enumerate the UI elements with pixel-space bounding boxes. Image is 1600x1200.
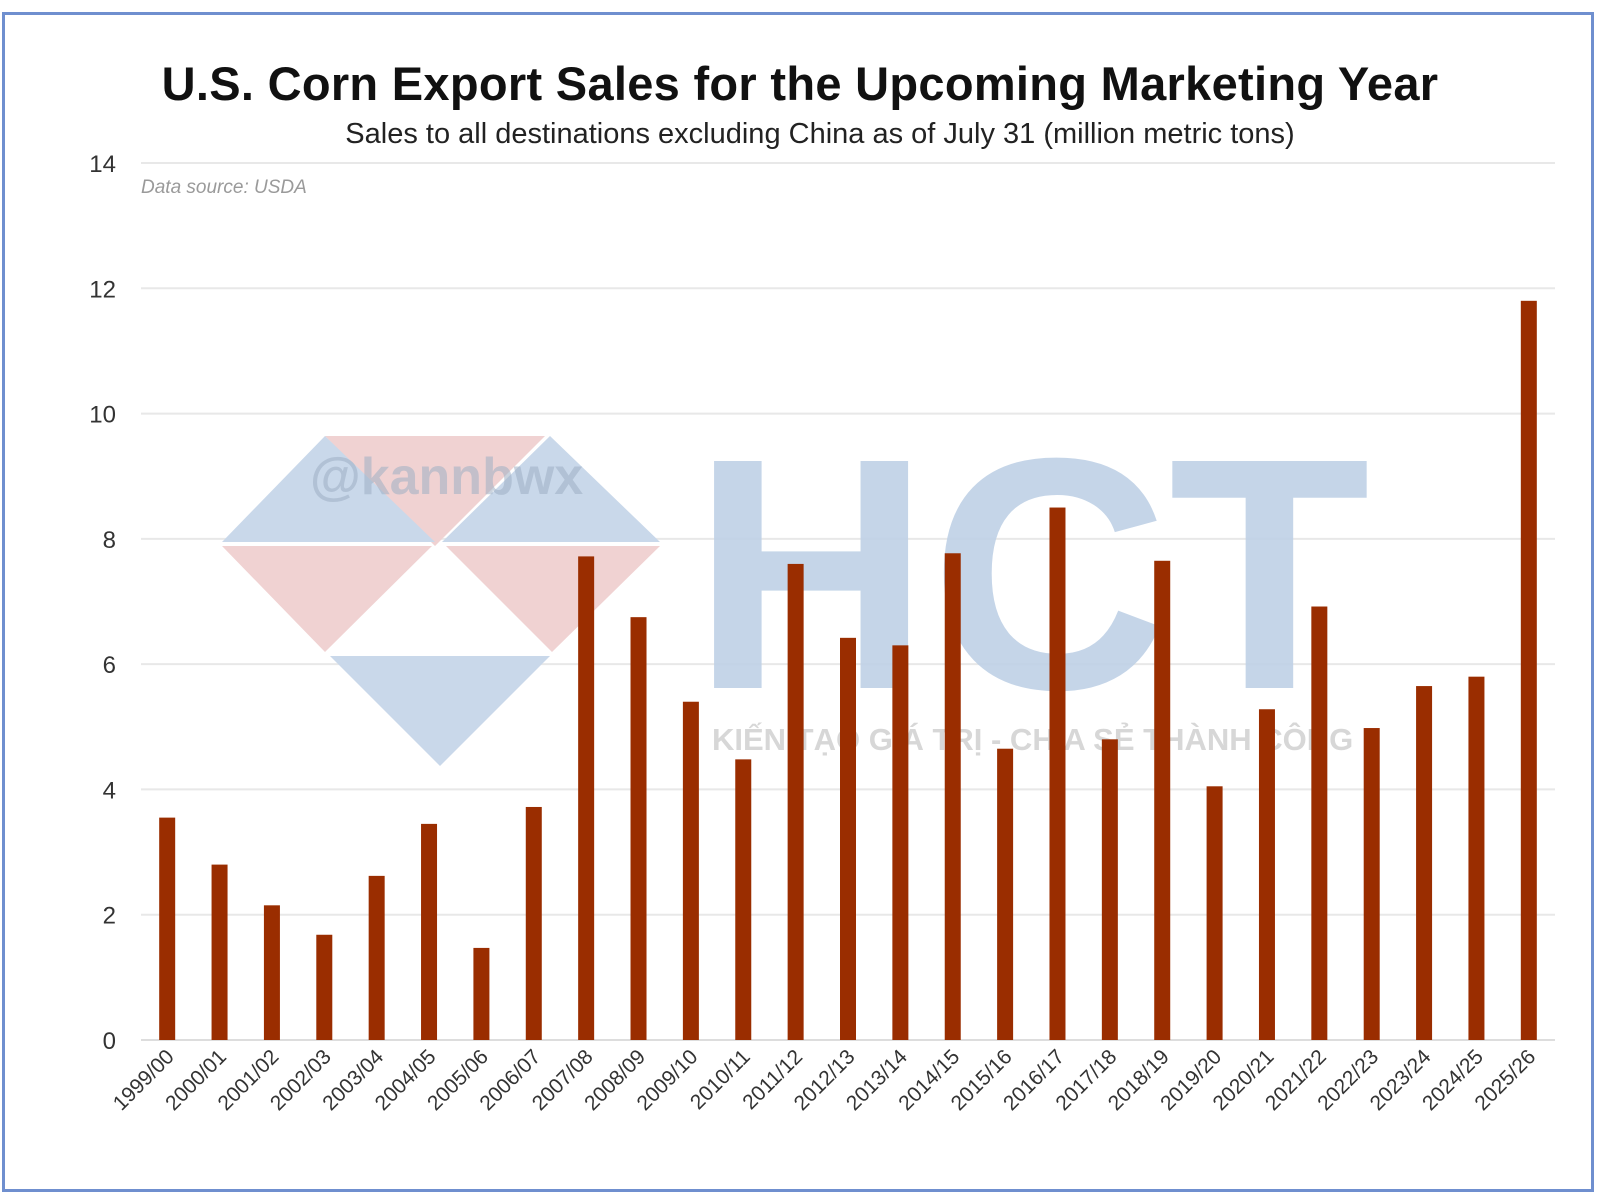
bar-2020-21: [1258, 709, 1275, 1040]
bar-2010-11: [735, 759, 752, 1040]
y-tick-label: 2: [103, 903, 116, 930]
bar-2006-07: [525, 806, 542, 1040]
bar-2025-26: [1520, 300, 1537, 1040]
watermark-logo-blue-right: [442, 436, 660, 542]
bar-2021-22: [1311, 606, 1328, 1040]
y-tick-label: 14: [89, 151, 116, 178]
bar-2003-04: [368, 875, 385, 1040]
bar-2014-15: [944, 553, 961, 1040]
bar-2023-24: [1416, 686, 1433, 1040]
watermark-logo-blue-left: [222, 436, 435, 542]
y-tick-label: 8: [103, 527, 116, 554]
bar-2015-16: [997, 748, 1014, 1040]
bar-2004-05: [421, 823, 438, 1040]
bar-2019-20: [1206, 786, 1223, 1040]
y-tick-label: 4: [103, 777, 116, 804]
bar-2012-13: [840, 637, 856, 1040]
chart-title: U.S. Corn Export Sales for the Upcoming …: [161, 57, 1439, 110]
watermark-logo-pink-right: [446, 546, 660, 652]
bar-2002-03: [316, 934, 333, 1040]
chart-subtitle: Sales to all destinations excluding Chin…: [345, 118, 1295, 150]
bar-2008-09: [630, 617, 647, 1040]
bar-2013-14: [892, 645, 909, 1040]
bar-2016-17: [1049, 507, 1066, 1040]
bar-2011-12: [787, 563, 804, 1040]
bar-2017-18: [1101, 739, 1118, 1040]
watermark-tagline: KIẾN TẠO GIÁ TRỊ - CHIA SẺ THÀNH CÔNG: [712, 721, 1353, 757]
watermark-handle: @kannbwx: [310, 448, 583, 506]
y-tick-label: 0: [103, 1028, 116, 1055]
data-source-note: Data source: USDA: [141, 177, 307, 198]
x-axis-ticks: 1999/002000/012001/022002/032003/042004/…: [109, 1045, 1541, 1115]
watermark-letters: HCT: [692, 389, 1370, 758]
bar-2005-06: [473, 947, 490, 1040]
y-tick-label: 6: [103, 652, 116, 679]
bar-2007-08: [578, 556, 595, 1040]
y-tick-label: 12: [89, 276, 116, 303]
bar-2024-25: [1468, 676, 1485, 1040]
bar-2000-01: [211, 864, 228, 1040]
bars: [159, 300, 1537, 1040]
watermark-logo-blue-bottom: [330, 656, 550, 766]
y-axis-ticks: 0 2 4 6 8 10 12 14: [89, 151, 116, 1055]
watermark-logo: [222, 436, 660, 766]
bar-2009-10: [682, 701, 699, 1040]
watermark-logo-pink-left: [222, 546, 432, 652]
bar-2001-02: [263, 905, 280, 1040]
y-tick-label: 10: [89, 402, 116, 429]
watermark-logo-pink-top: [325, 436, 545, 546]
bar-2022-23: [1363, 728, 1380, 1040]
bar-2018-19: [1154, 560, 1171, 1040]
bar-1999-00: [159, 817, 176, 1040]
